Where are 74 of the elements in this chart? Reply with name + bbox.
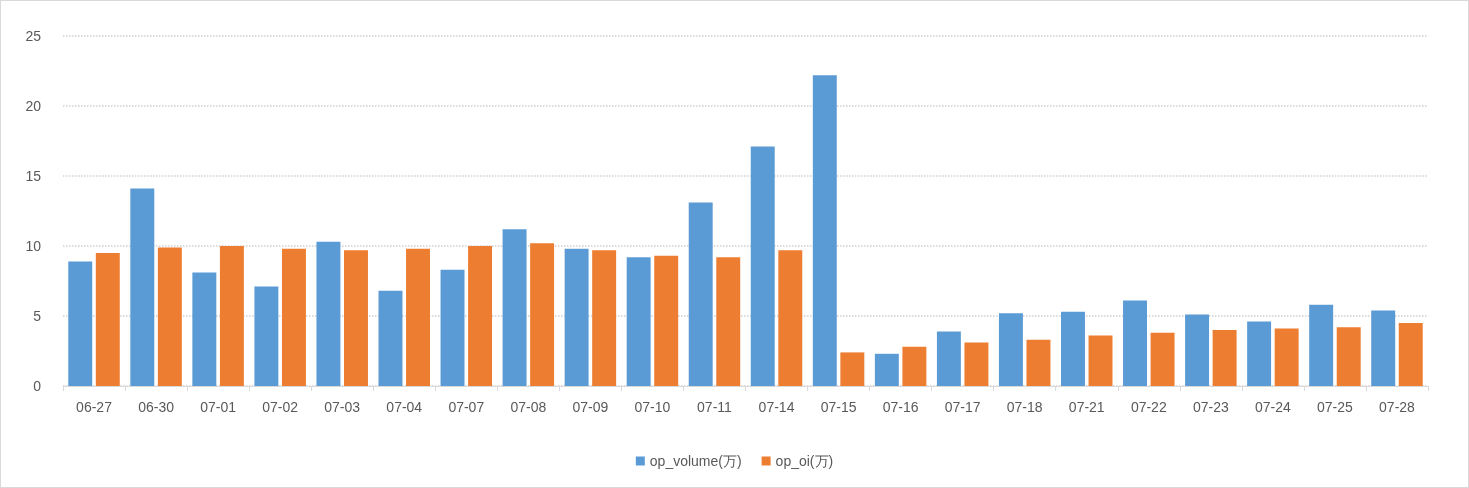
y-tick-label: 25 <box>25 28 42 44</box>
bar <box>1398 323 1423 386</box>
bar <box>564 248 589 386</box>
y-tick-label: 15 <box>25 168 42 184</box>
bar <box>192 272 217 386</box>
bar <box>778 250 803 386</box>
x-tick-label: 07-21 <box>1068 399 1105 415</box>
bar <box>592 250 617 386</box>
bar <box>468 246 493 386</box>
bar <box>812 75 837 386</box>
x-tick-label: 07-18 <box>1006 399 1043 415</box>
bar <box>1185 314 1210 386</box>
x-tick-label: 07-07 <box>448 399 485 415</box>
legend-label: op_volume(万) <box>649 453 742 469</box>
bar <box>1061 311 1085 386</box>
bar <box>626 257 651 386</box>
x-tick-label: 07-23 <box>1192 399 1229 415</box>
bar <box>344 250 368 386</box>
bar <box>157 247 182 386</box>
x-tick-label: 07-02 <box>262 399 299 415</box>
bar <box>902 346 927 386</box>
bar <box>1247 321 1272 386</box>
x-tick-label: 07-28 <box>1379 399 1416 415</box>
y-tick-label: 5 <box>33 308 42 324</box>
bar <box>840 352 865 386</box>
bar <box>281 248 306 386</box>
bar <box>688 202 713 386</box>
bar <box>130 188 155 386</box>
bar <box>378 290 403 386</box>
x-tick-label: 07-04 <box>386 399 423 415</box>
bar <box>1309 304 1334 386</box>
bar <box>1371 310 1396 386</box>
x-tick-label: 07-03 <box>324 399 361 415</box>
x-tick-label: 07-08 <box>510 399 547 415</box>
x-tick-label: 06-27 <box>76 399 113 415</box>
x-tick-label: 06-30 <box>138 399 175 415</box>
bar <box>716 257 741 386</box>
x-tick-label: 07-10 <box>634 399 671 415</box>
bar <box>1150 332 1175 386</box>
bar <box>316 241 341 386</box>
bar <box>219 246 244 386</box>
x-tick-label: 07-17 <box>944 399 981 415</box>
legend-label: op_oi(万) <box>775 453 834 469</box>
y-tick-label: 10 <box>25 238 42 254</box>
x-tick-label: 07-25 <box>1317 399 1354 415</box>
x-tick-label: 07-16 <box>882 399 919 415</box>
y-tick-label: 0 <box>33 378 42 394</box>
bar <box>964 342 989 386</box>
bar <box>1026 339 1051 386</box>
bar <box>502 229 527 386</box>
x-tick-label: 07-15 <box>820 399 857 415</box>
x-tick-label: 07-01 <box>200 399 237 415</box>
bar <box>1274 328 1299 386</box>
x-tick-label: 07-11 <box>697 399 733 415</box>
bar <box>1088 335 1113 386</box>
bar <box>95 253 120 386</box>
x-tick-label: 07-22 <box>1130 399 1167 415</box>
x-tick-label: 07-24 <box>1254 399 1291 415</box>
bar <box>254 286 279 386</box>
bar <box>406 248 430 386</box>
bar <box>998 313 1023 386</box>
x-tick-label: 07-09 <box>572 399 609 415</box>
bar <box>1123 300 1147 386</box>
bar <box>654 255 679 386</box>
x-tick-label: 07-14 <box>758 399 795 415</box>
bar <box>68 261 93 386</box>
bar <box>874 353 899 386</box>
bar <box>1212 330 1237 386</box>
bar <box>936 331 961 386</box>
bar <box>530 243 555 386</box>
bar <box>1336 327 1361 386</box>
bar <box>750 146 775 386</box>
y-tick-label: 20 <box>25 98 42 114</box>
bar <box>440 269 465 386</box>
